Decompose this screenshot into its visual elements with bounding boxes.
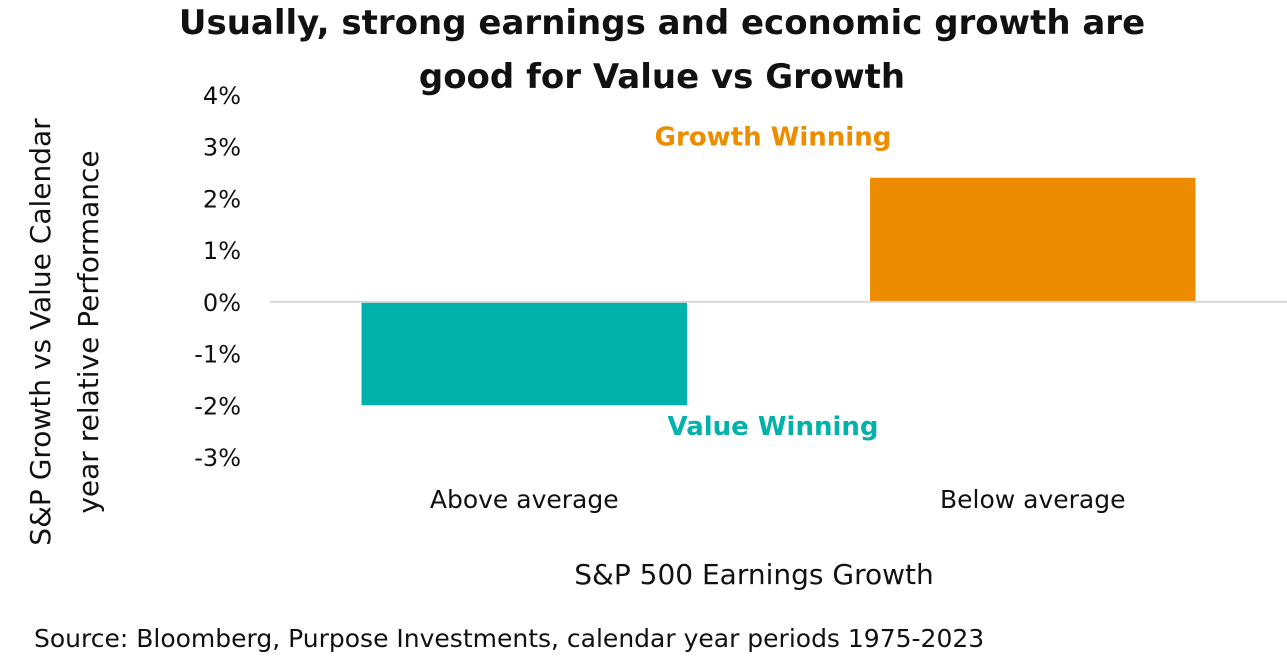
y-axis-title-line-2: year relative Performance — [72, 150, 105, 513]
bar-above-average — [361, 301, 687, 406]
annotation-value-winning: Value Winning — [668, 412, 879, 442]
annotation-growth-winning: Growth Winning — [655, 122, 892, 152]
y-tick-label: 4% — [203, 82, 241, 110]
source-note: Source: Bloomberg, Purpose Investments, … — [34, 624, 984, 653]
y-tick-label: 2% — [203, 185, 241, 213]
y-axis-title: S&P Growth vs Value Calendar year relati… — [24, 118, 105, 546]
y-tick-label: -1% — [194, 341, 241, 369]
y-tick-label: -2% — [194, 392, 241, 420]
chart-title: Usually, strong earnings and economic gr… — [179, 3, 1145, 97]
x-tick-label: Above average — [430, 485, 619, 514]
y-tick-label: 0% — [203, 289, 241, 317]
bar-below-average — [870, 177, 1196, 302]
y-tick-label: -3% — [194, 444, 241, 472]
x-tick-label: Below average — [940, 485, 1126, 514]
y-tick-label: 1% — [203, 237, 241, 265]
y-axis-ticks: 4% 3% 2% 1% 0% -1% -2% -3% — [194, 82, 241, 472]
chart-title-line-2: good for Value vs Growth — [419, 57, 905, 97]
annotations: Growth Winning Value Winning — [655, 122, 892, 442]
x-axis-title: S&P 500 Earnings Growth — [574, 558, 934, 591]
chart-title-line-1: Usually, strong earnings and economic gr… — [179, 3, 1145, 43]
bars-group — [361, 177, 1196, 406]
x-axis-category-labels: Above average Below average — [430, 485, 1126, 514]
y-axis-title-line-1: S&P Growth vs Value Calendar — [24, 118, 57, 546]
y-tick-label: 3% — [203, 134, 241, 162]
